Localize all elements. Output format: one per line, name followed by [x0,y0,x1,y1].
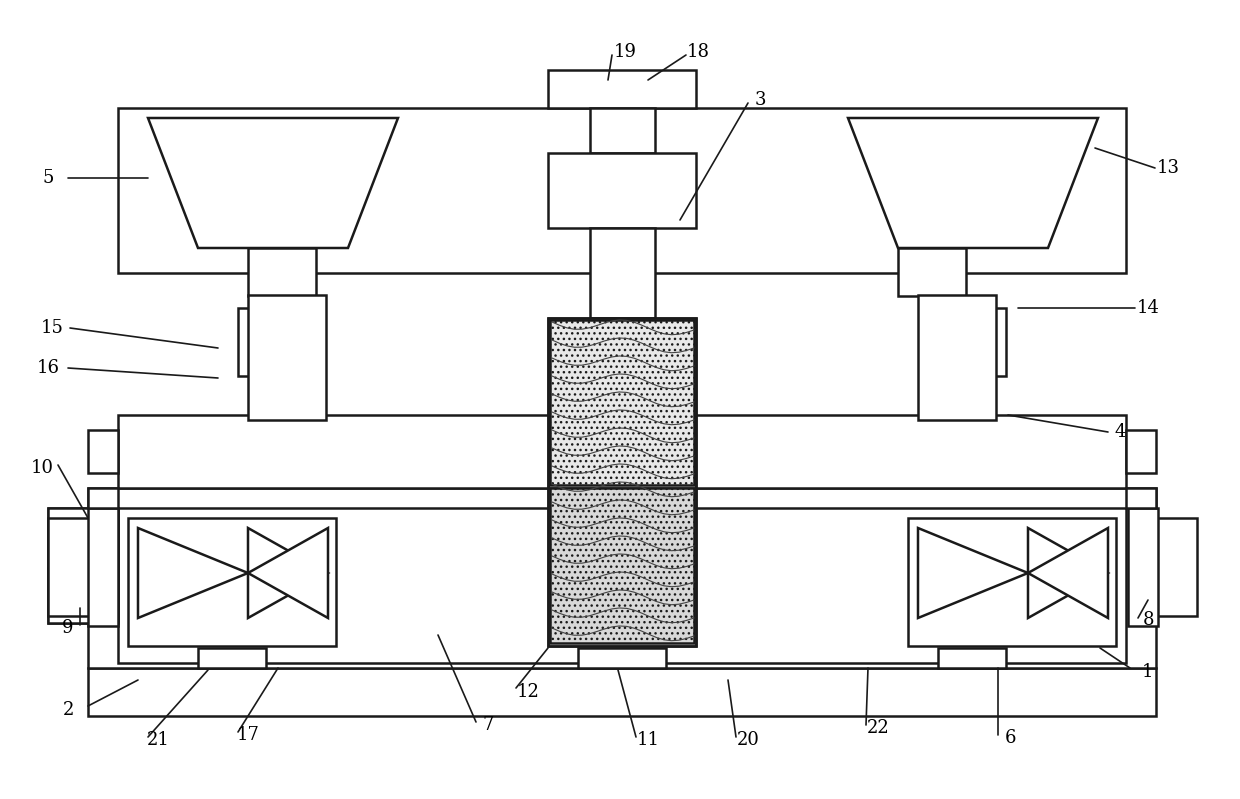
Bar [548,153,696,228]
Bar [88,508,118,626]
Bar [898,248,966,296]
Bar [551,320,694,485]
Text: 1: 1 [1142,663,1153,681]
Text: 14: 14 [1137,299,1159,317]
Bar [238,308,316,376]
Text: 13: 13 [1157,159,1179,177]
Bar [258,296,296,308]
Bar [248,295,326,420]
Text: 15: 15 [41,319,63,337]
Bar [928,375,986,415]
Text: 6: 6 [1004,729,1016,747]
Bar [48,518,91,616]
Bar [88,668,1156,716]
Text: 10: 10 [31,459,53,477]
Bar [88,488,118,508]
Bar [1126,430,1156,473]
Text: 11: 11 [636,731,660,749]
Bar [551,488,694,643]
Text: 17: 17 [237,726,259,744]
Bar [578,648,666,668]
Polygon shape [248,528,329,618]
Bar [198,648,267,668]
Bar [590,228,655,318]
Bar [88,488,1156,668]
Polygon shape [248,528,329,618]
Text: 20: 20 [737,731,759,749]
Bar [908,518,1116,646]
Bar [590,108,655,153]
Bar [1126,488,1156,508]
Text: 8: 8 [1142,611,1153,629]
Bar [258,375,316,415]
Text: 16: 16 [36,359,60,377]
Polygon shape [148,118,398,248]
Bar [1128,508,1158,626]
Text: 7: 7 [482,716,494,734]
Text: 4: 4 [1115,423,1126,441]
Text: 21: 21 [146,731,170,749]
Bar [48,568,88,623]
Bar [696,415,1126,488]
Bar [548,318,696,646]
Polygon shape [1028,528,1109,618]
Text: 19: 19 [614,43,636,61]
Text: 2: 2 [62,701,73,719]
Polygon shape [918,528,1028,618]
Bar [128,518,336,646]
Bar [1154,518,1197,616]
Text: 9: 9 [62,619,73,637]
Polygon shape [1028,528,1109,618]
Bar [48,508,118,623]
Bar [48,508,88,568]
Bar [118,108,1126,273]
Bar [949,296,986,308]
Bar [918,295,996,420]
Bar [118,415,548,488]
Text: 3: 3 [754,91,766,109]
Polygon shape [848,118,1097,248]
Bar [928,308,1006,376]
Bar [937,648,1006,668]
Polygon shape [138,528,248,618]
Text: 22: 22 [867,719,889,737]
Bar [88,430,118,473]
Bar [248,248,316,296]
Text: 5: 5 [42,169,53,187]
Bar [548,70,696,108]
Bar [118,508,1126,663]
Text: 18: 18 [687,43,709,61]
Text: 12: 12 [517,683,539,701]
Bar [548,318,696,646]
